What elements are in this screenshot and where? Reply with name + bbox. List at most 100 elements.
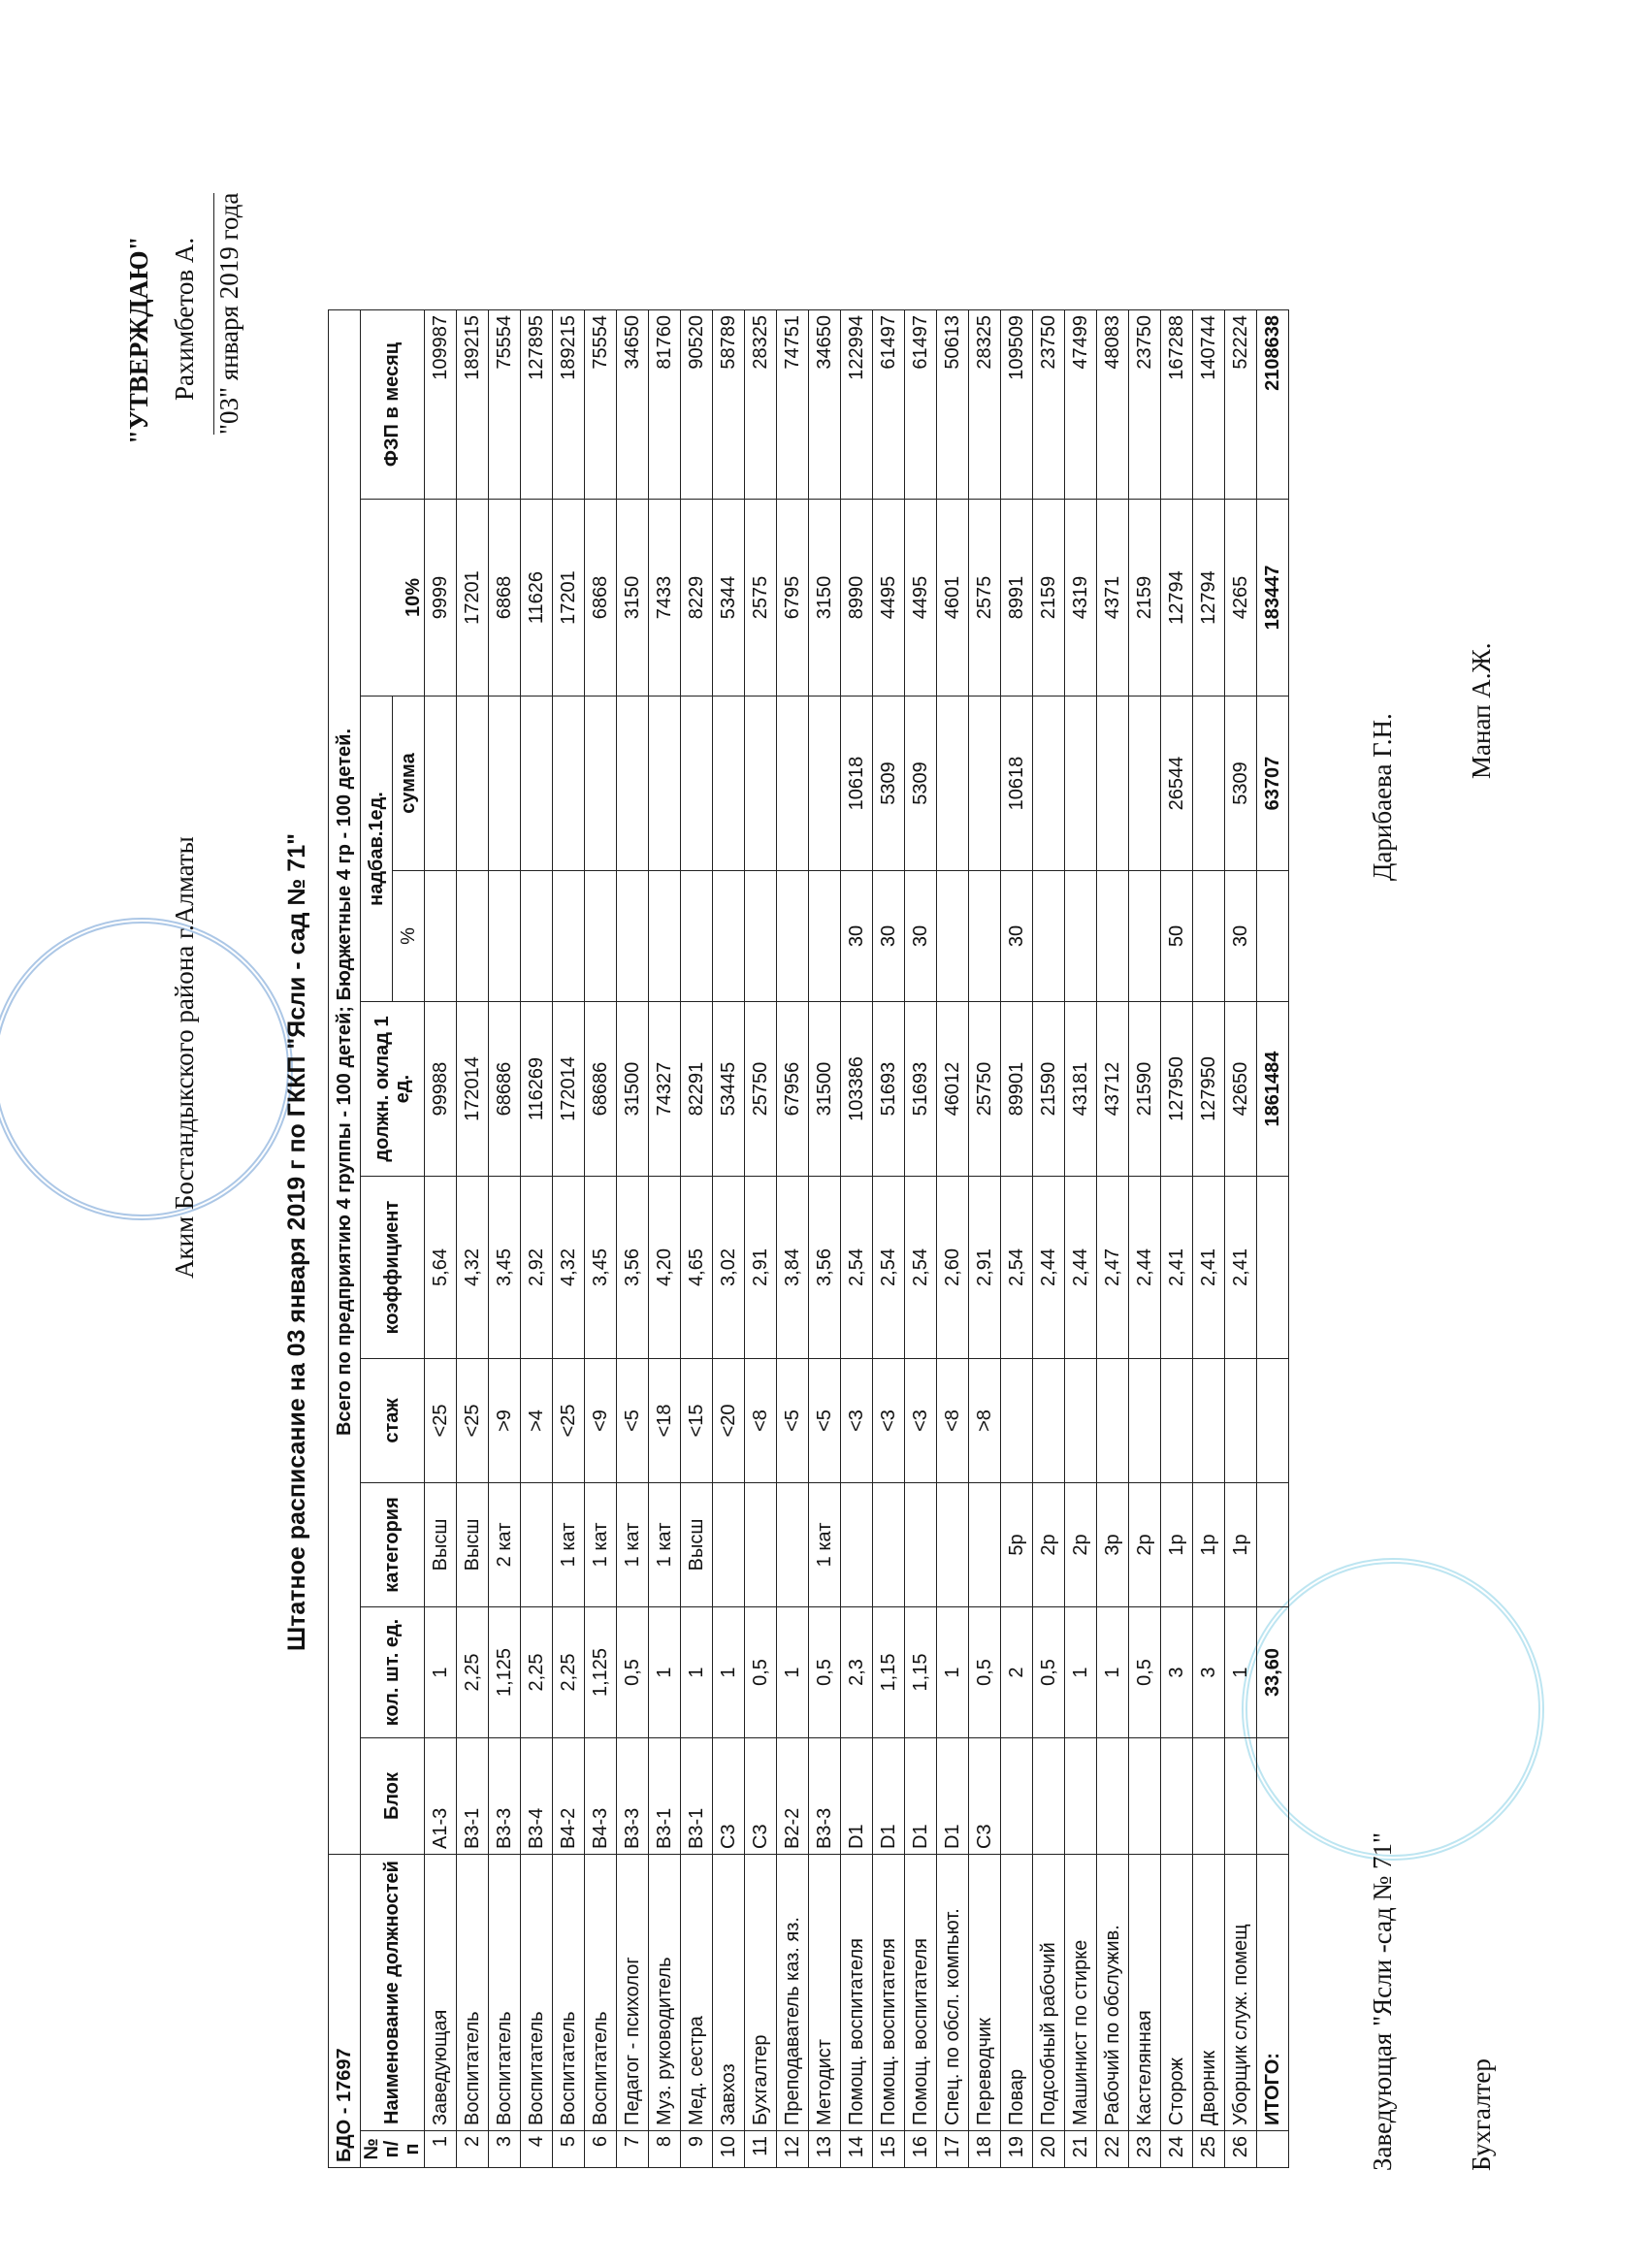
- stamp: [0, 918, 293, 1220]
- table-cell: 1: [776, 1606, 809, 1738]
- table-cell: Мед. сестра: [680, 1854, 713, 2131]
- table-cell: 67956: [776, 1001, 809, 1177]
- table-cell: 23: [1128, 2130, 1161, 2168]
- table-cell: Кастелянная: [1128, 1854, 1161, 2131]
- table-cell: [1032, 1737, 1065, 1855]
- table-cell: 8991: [1000, 499, 1033, 697]
- table-cell: 8990: [840, 499, 873, 697]
- table-cell: 12794: [1192, 499, 1225, 697]
- table-body: 1 Заведующая А1-3 1 Высш <25 5,64 99988 9999 1099…: [424, 309, 1289, 2168]
- table-row: 14 Помощ. воспитателя D1 2,3 <3 2,54 103386 30 1…: [840, 309, 873, 2168]
- table-cell: 2575: [744, 499, 777, 697]
- table-cell: 127950: [1192, 1001, 1225, 1177]
- table-cell: [936, 870, 969, 1002]
- table-cell: 31500: [808, 1001, 841, 1177]
- table-cell: 127950: [1160, 1001, 1193, 1177]
- column-header: стаж: [360, 1358, 425, 1483]
- table-cell: 2,25: [456, 1606, 489, 1738]
- table-cell: [968, 1482, 1001, 1607]
- table-cell: 31500: [616, 1001, 649, 1177]
- table-cell: [808, 696, 841, 871]
- table-cell: 25: [1192, 2130, 1225, 2168]
- table-cell: D1: [936, 1737, 969, 1855]
- table-cell: Воспитатель: [552, 1854, 585, 2131]
- table-row: 6 Воспитатель В4-3 1,125 1 кат <9 3,45 68686 686…: [584, 309, 617, 2168]
- table-cell: 2,47: [1096, 1176, 1129, 1359]
- table-cell: 2,92: [520, 1176, 553, 1359]
- signature-name: Дарибаева Г.Н.: [1368, 713, 1397, 881]
- table-cell: 25750: [968, 1001, 1001, 1177]
- table-cell: 1,15: [904, 1606, 937, 1738]
- table-cell: Преподаватель каз. яз.: [776, 1854, 809, 2131]
- column-header: сумма: [392, 696, 425, 871]
- table-cell: [1256, 1176, 1289, 1359]
- table-cell: 5,64: [424, 1176, 457, 1359]
- table-cell: 75554: [584, 309, 617, 500]
- table-cell: 1: [712, 1606, 745, 1738]
- table-cell: [680, 870, 713, 1002]
- table-cell: В3-1: [680, 1737, 713, 1855]
- table-row: 11 Бухгалтер С3 0,5 <8 2,91 25750 2575 28325: [744, 309, 777, 2168]
- table-cell: 99988: [424, 1001, 457, 1177]
- table-cell: 3,56: [616, 1176, 649, 1359]
- table-cell: 3,84: [776, 1176, 809, 1359]
- table-row: 4 Воспитатель В3-4 2,25 >4 2,92 116269 11626 127…: [520, 309, 553, 2168]
- table-cell: 22: [1096, 2130, 1129, 2168]
- table-cell: В4-2: [552, 1737, 585, 1855]
- table-cell: 172014: [552, 1001, 585, 1177]
- table-cell: 3150: [808, 499, 841, 697]
- table-cell: 2108638: [1256, 309, 1289, 500]
- table-cell: [424, 696, 457, 871]
- table-cell: 140744: [1192, 309, 1225, 500]
- column-header: коэффициент: [360, 1176, 425, 1359]
- table-cell: [424, 870, 457, 1002]
- table-cell: 1 кат: [552, 1482, 585, 1607]
- table-cell: Рабочий по обслужив.: [1096, 1854, 1129, 2131]
- table-cell: [520, 696, 553, 871]
- table-cell: 30: [872, 870, 905, 1002]
- table-cell: 3,45: [584, 1176, 617, 1359]
- table-cell: 7433: [648, 499, 681, 697]
- table-cell: >8: [968, 1358, 1001, 1483]
- table-cell: 2,3: [840, 1606, 873, 1738]
- table-cell: [808, 870, 841, 1002]
- table-cell: [648, 870, 681, 1002]
- table-cell: [776, 1482, 809, 1607]
- table-cell: 0,5: [808, 1606, 841, 1738]
- table-cell: В2-2: [776, 1737, 809, 1855]
- table-cell: [744, 1482, 777, 1607]
- table-cell: 1: [424, 2130, 457, 2168]
- table-cell: 74751: [776, 309, 809, 500]
- table-cell: 61497: [872, 309, 905, 500]
- table-cell: 4495: [904, 499, 937, 697]
- table-cell: [680, 696, 713, 871]
- table-cell: Заведующая: [424, 1854, 457, 2131]
- table-cell: 2159: [1128, 499, 1161, 697]
- table-cell: 53445: [712, 1001, 745, 1177]
- table-cell: 1: [1224, 1606, 1257, 1738]
- column-header: %: [392, 870, 425, 1002]
- table-cell: 4,65: [680, 1176, 713, 1359]
- table-cell: 34650: [616, 309, 649, 500]
- table-cell: [1256, 1737, 1289, 1855]
- table-cell: [1160, 1737, 1193, 1855]
- table-cell: 5344: [712, 499, 745, 697]
- table-cell: ИТОГО:: [1256, 1854, 1289, 2131]
- table-cell: [1064, 1358, 1097, 1483]
- table-cell: 10618: [840, 696, 873, 871]
- table-cell: [1256, 1358, 1289, 1483]
- table-cell: Муз. руководитель: [648, 1854, 681, 2131]
- table-cell: 1 кат: [616, 1482, 649, 1607]
- table-cell: 26544: [1160, 696, 1193, 871]
- table-cell: Сторож: [1160, 1854, 1193, 2131]
- table-cell: Подсобный рабочий: [1032, 1854, 1065, 2131]
- table-cell: [1192, 696, 1225, 871]
- table-cell: Методист: [808, 1854, 841, 2131]
- table-cell: 30: [840, 870, 873, 1002]
- table-cell: [712, 870, 745, 1002]
- table-cell: [552, 696, 585, 871]
- table-cell: 1: [648, 1606, 681, 1738]
- table-cell: [1256, 2130, 1289, 2168]
- table-cell: [776, 696, 809, 871]
